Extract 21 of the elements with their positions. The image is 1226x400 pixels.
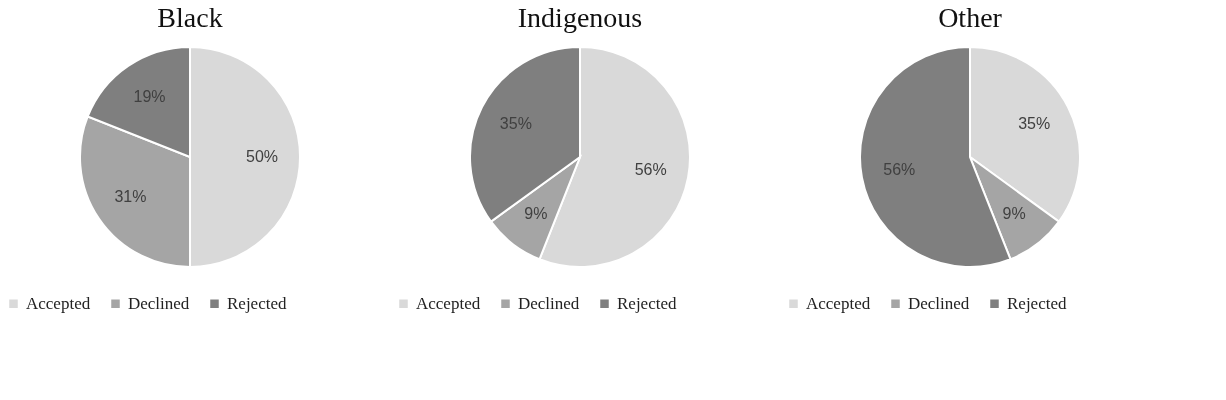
legend-label: Accepted <box>806 293 871 313</box>
data-label: 56% <box>634 161 667 179</box>
legend-label: Declined <box>128 293 190 313</box>
legend-label: Declined <box>518 293 580 313</box>
chart-title: Indigenous <box>517 2 643 33</box>
legend-label: Accepted <box>26 293 91 313</box>
legend-label: Rejected <box>617 293 677 313</box>
chart-title: Black <box>157 2 223 33</box>
data-label: 35% <box>1018 115 1051 133</box>
data-label: 9% <box>524 204 548 222</box>
data-label: 35% <box>499 115 532 133</box>
data-label: 19% <box>133 88 166 106</box>
data-label: 9% <box>1002 204 1026 222</box>
data-label: 50% <box>245 148 279 165</box>
legend-label: Accepted <box>416 293 481 313</box>
data-label: 31% <box>114 188 147 206</box>
legend-label: Rejected <box>227 293 287 313</box>
data-label: 56% <box>883 161 916 179</box>
legend-label: Rejected <box>1007 293 1067 313</box>
chart-title: Other <box>938 2 1003 33</box>
legend-label: Declined <box>908 293 970 313</box>
